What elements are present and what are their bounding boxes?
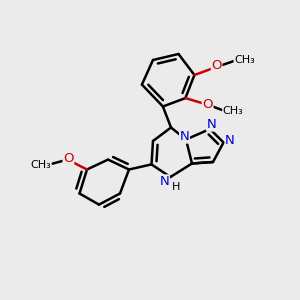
Text: CH₃: CH₃	[223, 106, 244, 116]
Text: N: N	[225, 134, 235, 148]
Text: O: O	[202, 98, 213, 111]
Text: CH₃: CH₃	[30, 160, 51, 170]
Text: CH₃: CH₃	[234, 55, 255, 65]
Text: N: N	[160, 175, 169, 188]
Text: N: N	[207, 118, 216, 131]
Text: O: O	[63, 152, 74, 165]
Text: H: H	[172, 182, 180, 192]
Text: O: O	[211, 59, 222, 72]
Text: N: N	[180, 130, 189, 143]
